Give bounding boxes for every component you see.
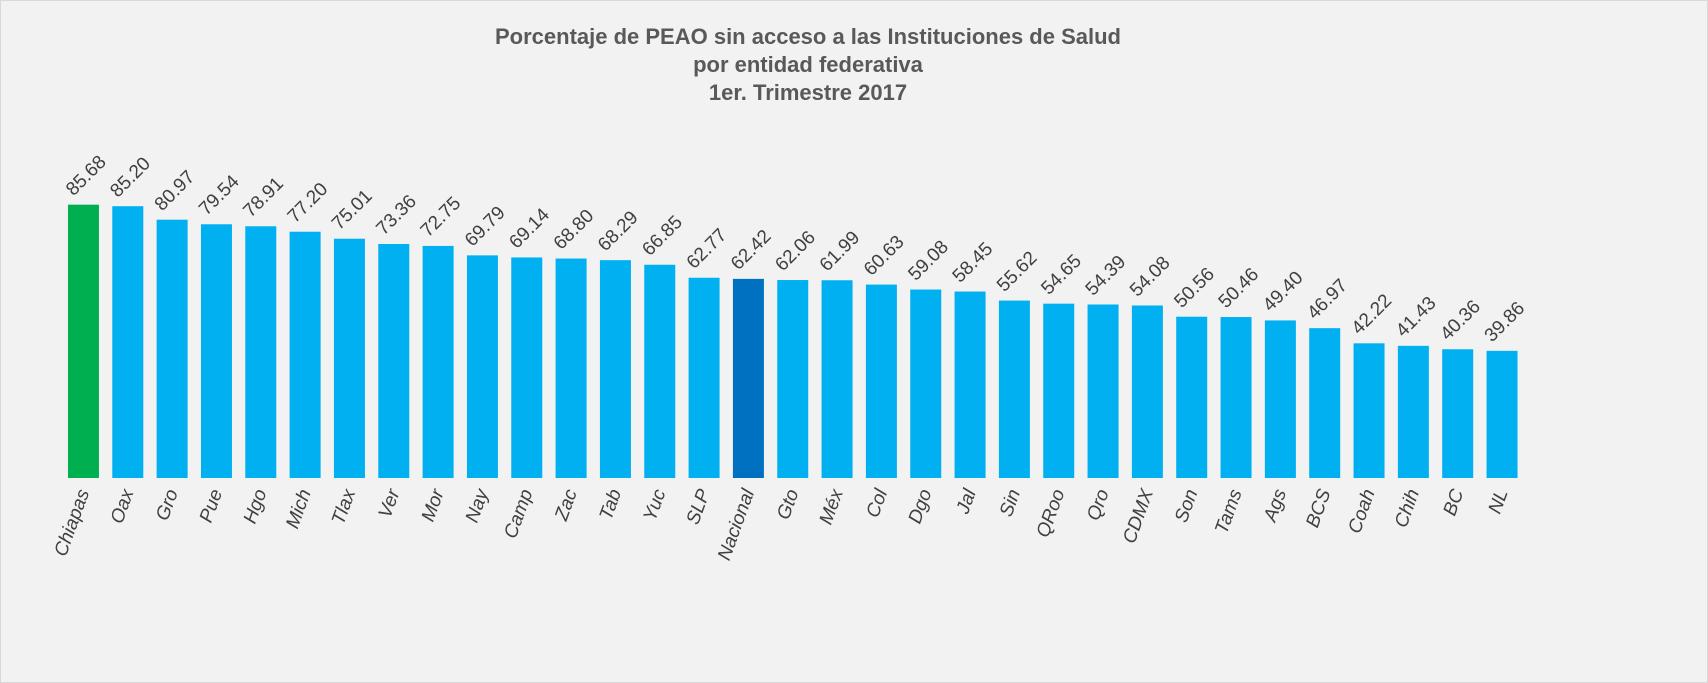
bar (1087, 304, 1119, 478)
bar (1486, 350, 1518, 478)
bar (599, 260, 631, 478)
bar (156, 219, 188, 479)
bar (1309, 328, 1341, 478)
bar (333, 238, 365, 478)
bar (821, 280, 853, 478)
bar (777, 280, 809, 478)
bar (644, 264, 676, 478)
bar (865, 284, 897, 478)
bar (1353, 343, 1385, 478)
bar (954, 291, 986, 478)
chart-title: 1er. Trimestre 2017 (709, 80, 907, 105)
bar (511, 257, 543, 478)
bar (910, 289, 942, 478)
chart-title: Porcentaje de PEAO sin acceso a las Inst… (495, 24, 1121, 49)
bar (378, 243, 410, 478)
bar (67, 204, 99, 479)
bar (1397, 345, 1429, 478)
bar (1442, 349, 1474, 478)
chart-title: por entidad federativa (693, 52, 924, 77)
bar (688, 277, 720, 478)
bar (289, 231, 321, 478)
bar (245, 226, 277, 478)
bar (732, 278, 764, 478)
bar (466, 255, 498, 478)
bar (1220, 317, 1252, 478)
bar (998, 300, 1030, 478)
bar (1176, 316, 1208, 478)
bar (422, 245, 454, 478)
bar (1131, 305, 1163, 478)
bar (1043, 303, 1075, 478)
bar (200, 224, 232, 478)
bar (555, 258, 587, 478)
bar (112, 206, 144, 478)
bar (1264, 320, 1296, 478)
